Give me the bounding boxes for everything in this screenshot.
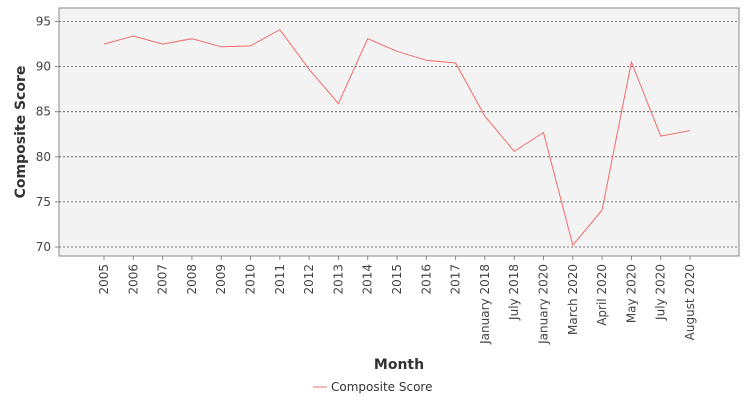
data-point	[542, 131, 545, 134]
data-point	[513, 150, 516, 153]
x-tick-label: 2014	[361, 264, 375, 295]
data-point	[220, 45, 223, 48]
x-tick-label: 2013	[331, 264, 345, 295]
data-point	[571, 244, 574, 247]
x-tick-label: 2007	[156, 264, 170, 295]
y-tick-label: 70	[36, 240, 51, 254]
y-axis-title: Composite Score	[13, 66, 29, 199]
data-point	[483, 115, 486, 118]
plot-area	[58, 7, 740, 257]
legend: Composite Score	[313, 380, 432, 394]
x-tick-label: March 2020	[566, 264, 580, 335]
data-point	[454, 62, 457, 65]
data-point	[132, 34, 135, 37]
data-point	[161, 43, 164, 46]
data-point	[630, 61, 633, 64]
legend-label: Composite Score	[331, 380, 432, 394]
data-point	[308, 68, 311, 71]
x-tick-label: 2015	[390, 264, 404, 295]
data-point	[689, 129, 692, 132]
x-tick-label: 2016	[419, 264, 433, 295]
series-layer	[103, 28, 692, 247]
data-point	[366, 37, 369, 40]
x-axis-title: Month	[374, 357, 424, 373]
y-axis: 70 75 80 85 90 95	[36, 15, 59, 254]
data-point	[249, 44, 252, 47]
y-tick-label: 85	[36, 105, 51, 119]
data-point	[425, 59, 428, 62]
x-tick-label: April 2020	[595, 264, 609, 326]
data-point	[103, 43, 106, 46]
gridlines	[59, 21, 739, 248]
x-tick-label: 2011	[273, 264, 287, 295]
x-tick-label: 2012	[302, 264, 316, 295]
x-axis: 2005 2006 2007 2008 2009 2010 2011 2012 2013 2014…	[97, 256, 697, 345]
x-tick-label: January 2018	[478, 264, 492, 345]
x-tick-label: 2009	[214, 264, 228, 295]
data-point	[601, 209, 604, 212]
x-tick-label: July 2018	[507, 264, 521, 321]
x-tick-label: 2005	[97, 264, 111, 295]
y-tick-label: 95	[36, 15, 51, 29]
x-tick-label: January 2020	[537, 264, 551, 345]
x-tick-label: May 2020	[624, 264, 638, 323]
x-tick-label: 2010	[244, 264, 258, 295]
y-tick-label: 90	[36, 60, 51, 74]
x-tick-label: July 2020	[654, 264, 668, 321]
x-tick-label: August 2020	[683, 264, 697, 340]
y-tick-label: 75	[36, 195, 51, 209]
data-point	[337, 102, 340, 105]
x-tick-label: 2017	[449, 264, 463, 295]
data-point	[659, 135, 662, 138]
data-point	[396, 50, 399, 53]
y-tick-label: 80	[36, 150, 51, 164]
data-point	[278, 28, 281, 31]
series-line	[103, 28, 691, 247]
x-tick-label: 2006	[126, 264, 140, 295]
data-point	[190, 37, 193, 40]
x-tick-label: 2008	[185, 264, 199, 295]
